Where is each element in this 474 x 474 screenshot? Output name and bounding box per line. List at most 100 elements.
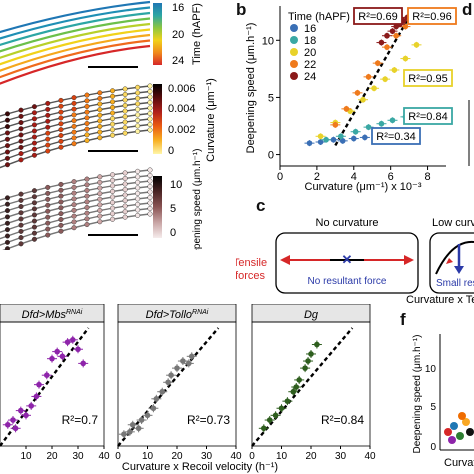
curves2-curve [0, 101, 151, 137]
curves3-dot [71, 179, 77, 185]
curves3-curve [0, 180, 151, 214]
b-point-22 [365, 74, 372, 80]
curves3-dot [31, 230, 37, 236]
curves3-dot [18, 191, 24, 197]
curves2-dot [147, 105, 153, 111]
curves3-dot [147, 189, 153, 195]
curves3-dot [135, 168, 141, 174]
e-point-2 [121, 431, 127, 437]
curves3-dot [147, 167, 153, 173]
curves2-dot [110, 104, 116, 110]
curves1-curve [0, 39, 151, 79]
curves3-dot [135, 212, 141, 218]
e-point-2 [188, 353, 195, 360]
f-ytick-5: 5 [430, 402, 436, 413]
curves3-dot [18, 241, 24, 247]
curves3-dot [122, 192, 128, 198]
e-xtick-label-1: 10 [20, 451, 32, 462]
curves3-dot [18, 222, 24, 228]
curves2-dot [147, 88, 153, 94]
curves2-dot [4, 143, 10, 149]
curves3-dot [135, 196, 141, 202]
curves2-dot [31, 104, 37, 110]
e-point-1 [23, 412, 29, 419]
e-xtick-label-2: 30 [201, 451, 213, 462]
curves2-dot [45, 136, 51, 142]
e-point-3 [284, 398, 291, 404]
curves2-dot [45, 142, 51, 148]
curves2-dot [58, 109, 64, 115]
curves2-dot [135, 123, 141, 129]
curves2-dot [84, 115, 90, 121]
curves3-dot [122, 175, 128, 181]
curves3-dot [4, 227, 10, 233]
b-legend-label-24: 24 [304, 71, 316, 83]
e-point-2 [138, 417, 145, 423]
curves3-curve [0, 169, 151, 201]
curves3-dot [110, 216, 116, 222]
b-xlabel: Curvature (μm⁻¹) x 10⁻³ [305, 181, 422, 193]
c-cross-icon: ✕ [342, 252, 353, 267]
e-point-1 [10, 417, 16, 423]
curves2-dot [18, 144, 24, 150]
curvature-colored-curves [0, 83, 153, 169]
curves2-dot [45, 118, 51, 124]
curves2-dot [4, 136, 10, 142]
curves3-dot [97, 179, 103, 185]
curves1-curve [0, 0, 151, 34]
curves2-dot [122, 130, 128, 136]
curves1-curve [0, 33, 151, 72]
c-box-low-curvature [429, 232, 474, 294]
c-box-no-curvature [275, 232, 419, 294]
b-point-20 [413, 42, 420, 48]
curves3-dot [71, 213, 77, 219]
curves3-dot [45, 202, 51, 208]
curves2-curve [0, 96, 151, 130]
b-ytick-label: 5 [268, 92, 274, 104]
c-box1-caption: No resultant force [308, 276, 387, 287]
e-point-1 [5, 421, 11, 428]
b-point-24 [378, 39, 385, 46]
curves2-dot [135, 84, 141, 90]
curves3-dot [71, 207, 77, 213]
b-legend-label-20: 20 [304, 47, 316, 59]
curves2-dot [31, 116, 37, 122]
e-point-1 [54, 348, 60, 355]
cb1-tick-16: 16 [172, 2, 184, 14]
curves3-dot [84, 176, 90, 182]
b-r2-label-20: R²=0.95 [408, 73, 447, 85]
b-point-22 [393, 32, 399, 39]
curves1-curve [0, 17, 151, 53]
b-point-22 [374, 60, 381, 66]
curves3-dot [31, 224, 37, 230]
curves2-dot [84, 120, 90, 126]
b-point-18 [338, 133, 344, 140]
curves1-curve [0, 6, 151, 40]
curves3-dot [71, 219, 77, 225]
curves3-dot [147, 183, 153, 189]
curves2-dot [147, 110, 153, 116]
curves2-dot [97, 101, 103, 107]
curves2-dot [31, 110, 37, 116]
curves3-curve [0, 174, 151, 208]
b-r2-label-16: R²=0.34 [376, 131, 415, 143]
panel-label-f: f [400, 310, 406, 329]
curves3-dot [4, 246, 10, 250]
curves3-dot [71, 196, 77, 202]
curves2-dot [97, 123, 103, 129]
e-point-2 [168, 372, 174, 378]
curves3-dot [84, 193, 90, 199]
curves3-dot [122, 214, 128, 220]
cb2-tick-3: 0 [168, 145, 174, 157]
curves2-dot [71, 118, 77, 124]
curves2-dot [84, 109, 90, 115]
e-xtick-label-3: 0 [249, 451, 255, 462]
e-point-2 [165, 379, 171, 386]
curves2-dot [97, 135, 103, 141]
colorbar-curvature [153, 84, 162, 154]
b-point-18 [365, 124, 372, 130]
curves2-dot [147, 121, 153, 127]
curves3-dot [71, 202, 77, 208]
b-point-22 [402, 23, 409, 30]
